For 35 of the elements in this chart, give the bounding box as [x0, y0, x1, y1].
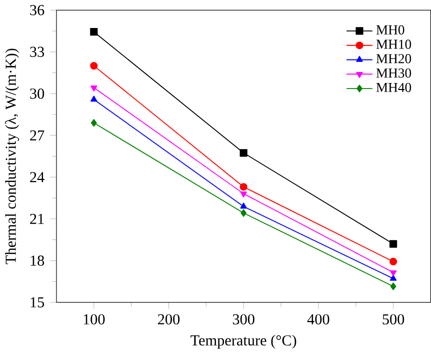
- point: [240, 183, 248, 191]
- x-tick-label: 400: [307, 314, 330, 325]
- y-tick-label: 33: [30, 46, 44, 58]
- point: [390, 282, 396, 290]
- x-tick-label: 500: [382, 314, 404, 325]
- point: [240, 202, 247, 209]
- y-tick-label: 27: [30, 130, 44, 141]
- point: [390, 274, 397, 281]
- legend-label: MH40: [376, 83, 412, 92]
- legend-label: MH20: [376, 54, 412, 64]
- point: [389, 258, 398, 266]
- legend-label: MH30: [376, 68, 412, 78]
- y-tick-label: 36: [30, 5, 44, 16]
- x-axis-title: Temperature (°C): [190, 335, 296, 349]
- y-tick-label: 24: [30, 172, 44, 182]
- point: [389, 240, 398, 248]
- point: [90, 28, 98, 36]
- point: [90, 119, 97, 127]
- legend-label: MH0: [376, 25, 404, 35]
- point: [90, 86, 98, 92]
- y-tick-label: 18: [30, 256, 44, 266]
- point: [240, 149, 248, 157]
- x-tick-label: 100: [84, 314, 105, 325]
- point: [90, 96, 98, 102]
- x-tick-label: 300: [232, 314, 254, 325]
- point: [240, 192, 247, 198]
- y-axis-title: Thermal conductivity (λ, W/(m·K)): [5, 48, 20, 264]
- y-tick-label: 21: [30, 214, 44, 224]
- point: [390, 270, 397, 276]
- x-tick-label: 200: [158, 314, 180, 325]
- y-tick-label: 30: [30, 88, 44, 99]
- y-tick-label: 15: [30, 297, 44, 308]
- point: [90, 62, 98, 70]
- legend-label: MH10: [376, 40, 412, 50]
- point: [240, 209, 247, 217]
